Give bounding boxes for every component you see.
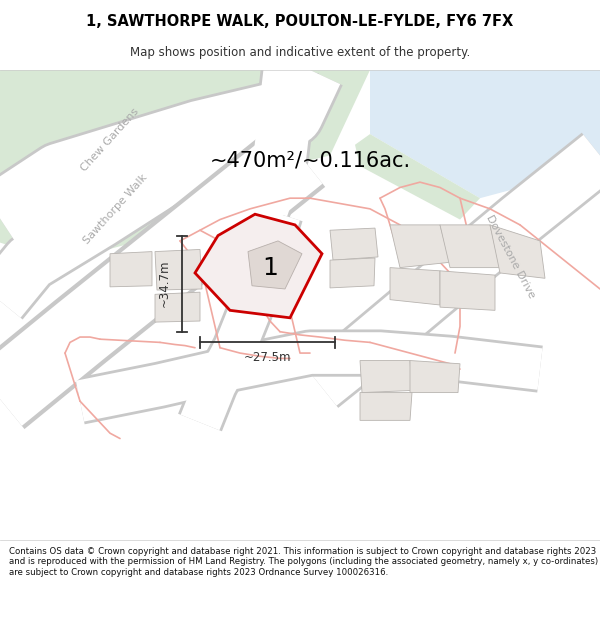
- Polygon shape: [330, 228, 378, 260]
- Polygon shape: [410, 361, 460, 392]
- Polygon shape: [0, 70, 200, 262]
- Text: 1, SAWTHORPE WALK, POULTON-LE-FYLDE, FY6 7FX: 1, SAWTHORPE WALK, POULTON-LE-FYLDE, FY6…: [86, 14, 514, 29]
- Polygon shape: [360, 361, 412, 392]
- Polygon shape: [440, 271, 495, 311]
- Text: Chew Gardens: Chew Gardens: [79, 106, 141, 173]
- Polygon shape: [330, 258, 375, 288]
- Text: Sawthorpe Walk: Sawthorpe Walk: [81, 172, 149, 246]
- Polygon shape: [490, 225, 545, 278]
- Polygon shape: [370, 70, 600, 198]
- Text: 1: 1: [262, 256, 278, 279]
- Polygon shape: [360, 392, 412, 421]
- Text: ~27.5m: ~27.5m: [244, 351, 291, 364]
- Polygon shape: [155, 292, 200, 322]
- Text: Map shows position and indicative extent of the property.: Map shows position and indicative extent…: [130, 46, 470, 59]
- Polygon shape: [390, 225, 450, 268]
- Text: Dovestone Drive: Dovestone Drive: [484, 214, 536, 300]
- Polygon shape: [200, 70, 370, 177]
- Polygon shape: [355, 134, 480, 219]
- Text: ~470m²/~0.116ac.: ~470m²/~0.116ac.: [209, 151, 410, 171]
- Text: Contains OS data © Crown copyright and database right 2021. This information is : Contains OS data © Crown copyright and d…: [9, 547, 598, 577]
- Polygon shape: [110, 252, 152, 287]
- Polygon shape: [440, 225, 500, 268]
- Polygon shape: [195, 214, 322, 318]
- Polygon shape: [390, 268, 440, 305]
- Polygon shape: [248, 241, 302, 289]
- Text: ~34.7m: ~34.7m: [157, 260, 170, 308]
- Polygon shape: [155, 249, 202, 290]
